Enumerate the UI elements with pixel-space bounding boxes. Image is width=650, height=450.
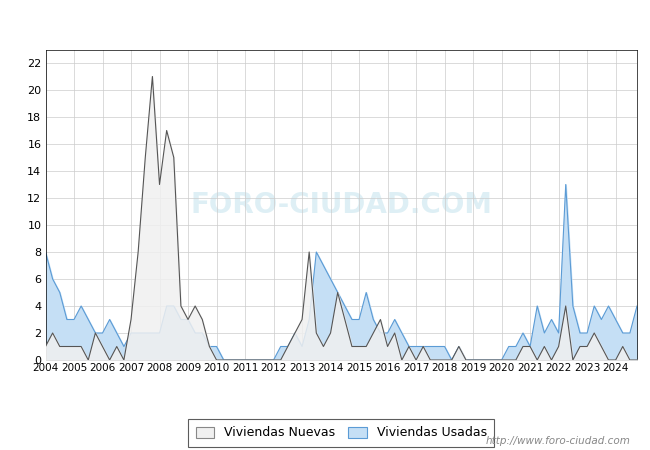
Text: Vinuesa - Evolucion del Nº de Transacciones Inmobiliarias: Vinuesa - Evolucion del Nº de Transaccio… (105, 13, 545, 28)
Text: http://www.foro-ciudad.com: http://www.foro-ciudad.com (486, 436, 630, 446)
Legend: Viviendas Nuevas, Viviendas Usadas: Viviendas Nuevas, Viviendas Usadas (188, 419, 495, 447)
Text: FORO-CIUDAD.COM: FORO-CIUDAD.COM (190, 191, 492, 219)
